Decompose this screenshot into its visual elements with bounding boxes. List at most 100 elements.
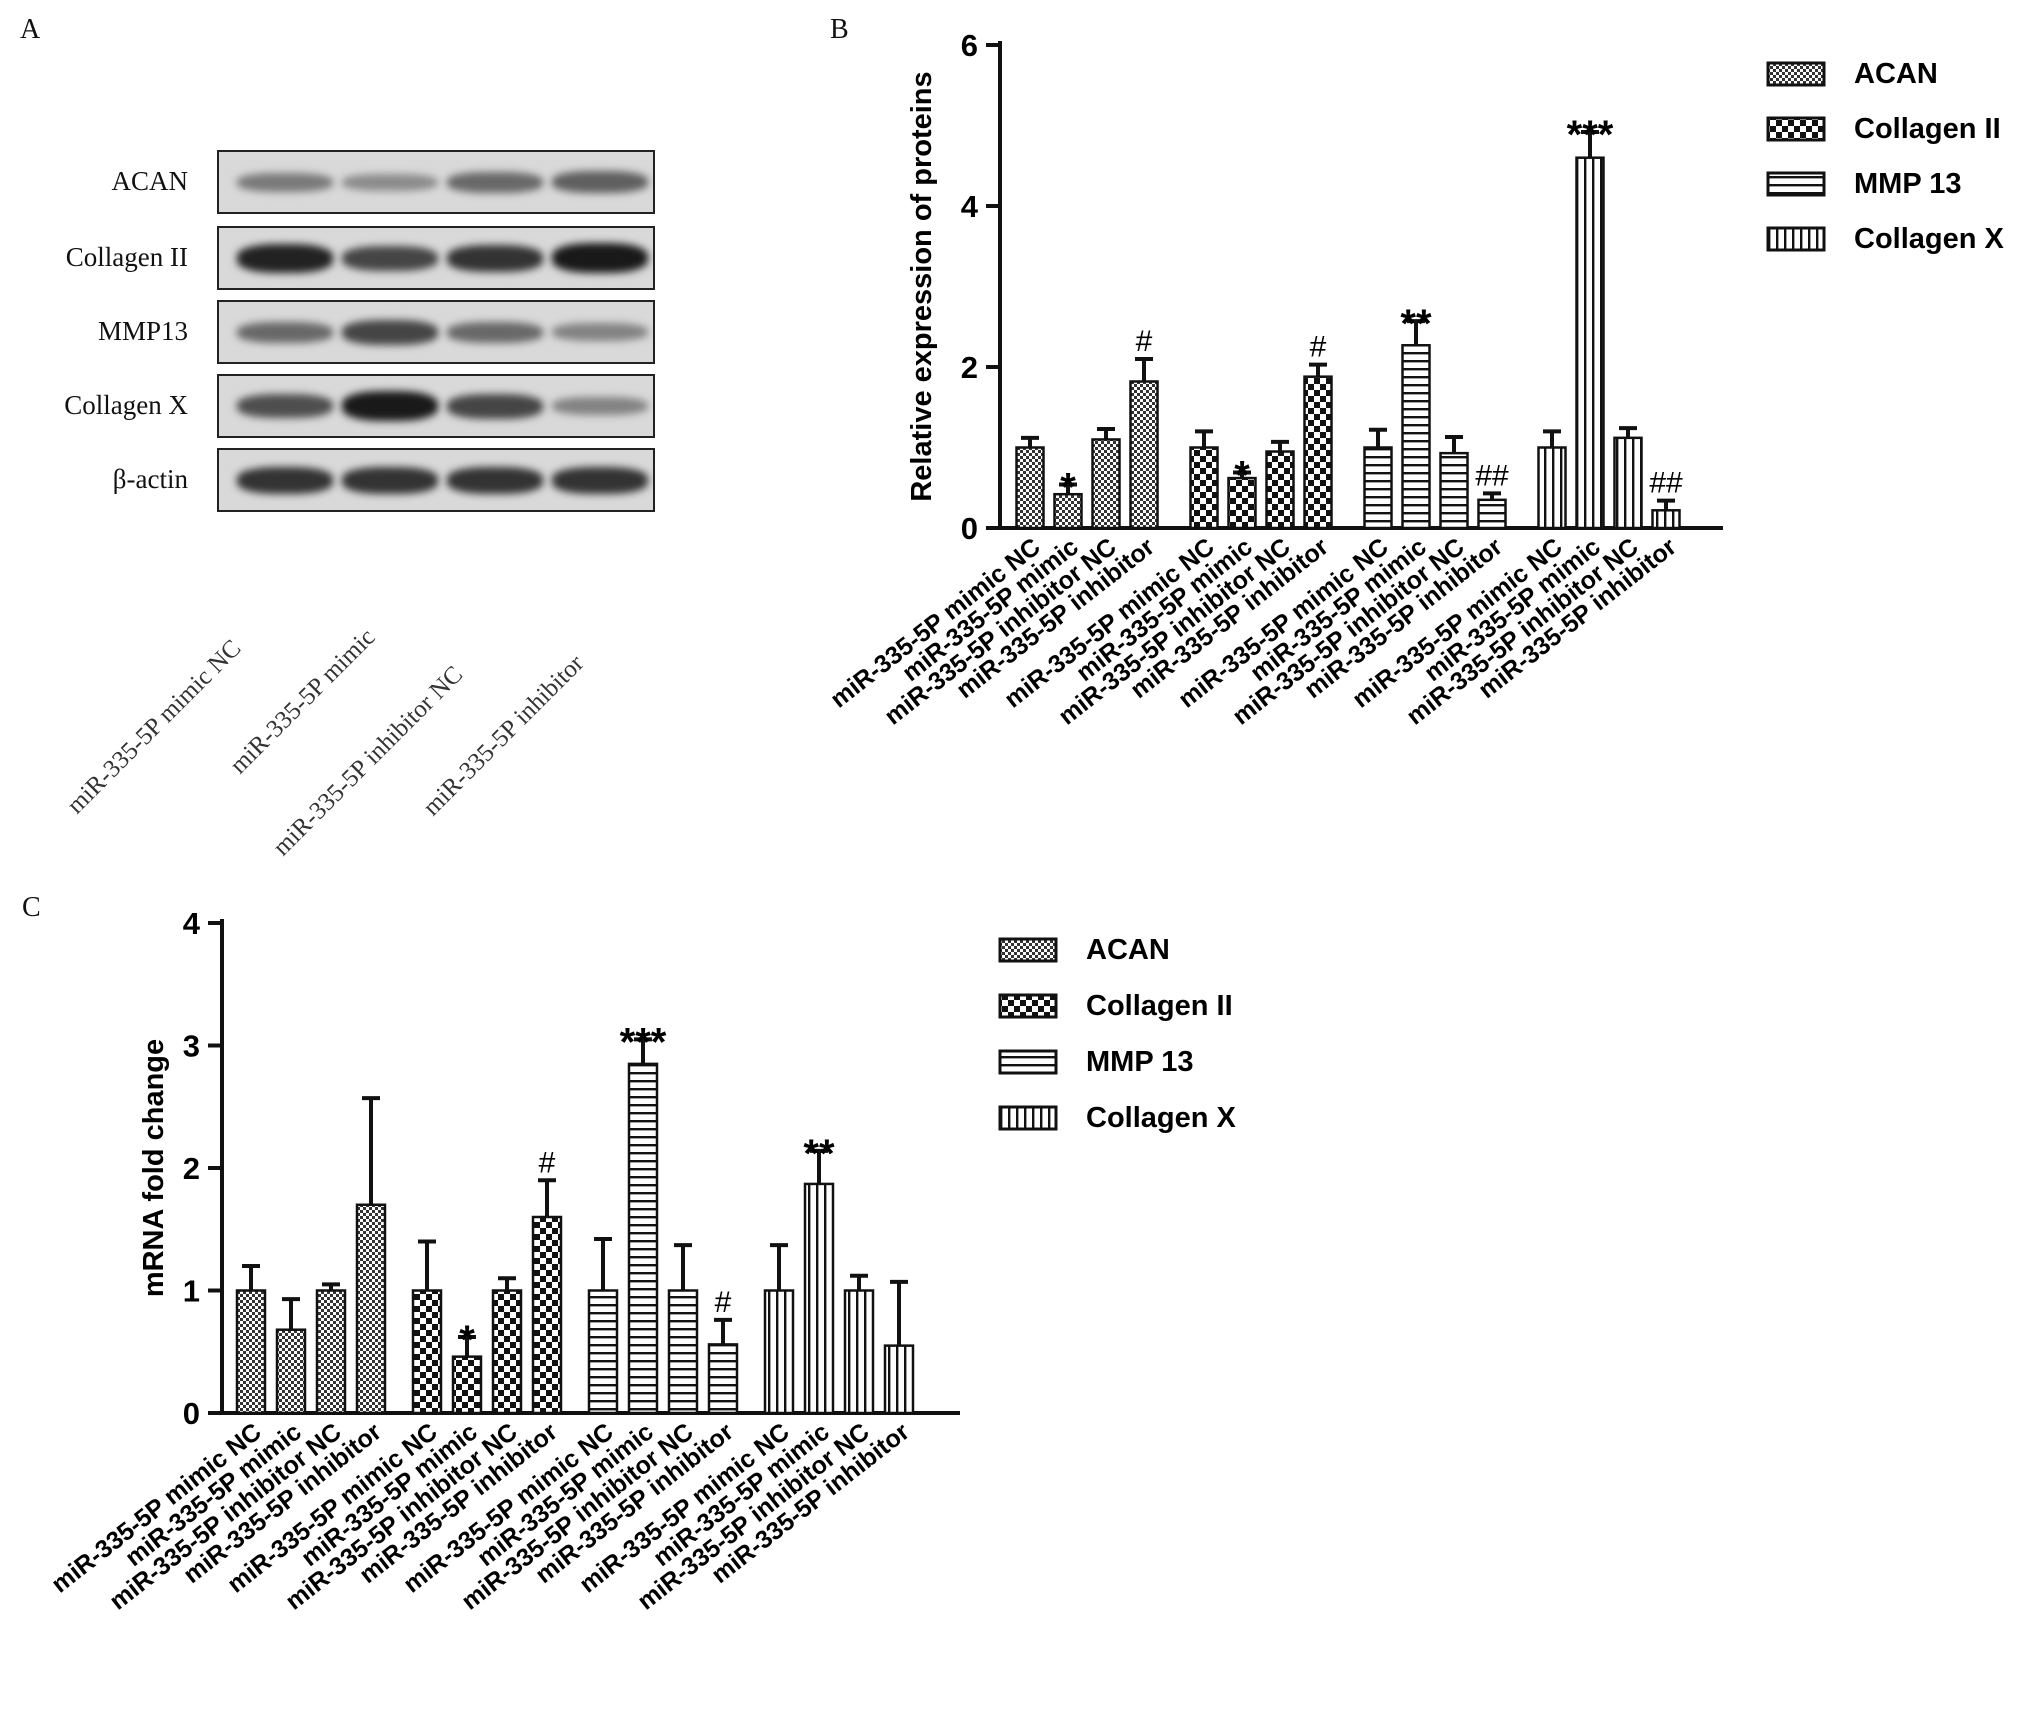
legend-swatch (998, 937, 1058, 963)
blot-band (236, 394, 333, 418)
bar (531, 1215, 563, 1415)
blot-band (446, 393, 544, 419)
legend-label: ACAN (1086, 934, 1170, 966)
y-tick-label: 2 (183, 1151, 200, 1186)
bar (627, 1062, 659, 1415)
y-tick-label: 3 (183, 1029, 200, 1064)
blot-band (551, 466, 649, 494)
blot-band (341, 245, 438, 271)
significance-label: ** (1400, 302, 1432, 346)
y-tick-label: 1 (183, 1274, 200, 1309)
legend-swatch (1766, 226, 1826, 252)
bar (843, 1289, 875, 1415)
bar (883, 1344, 915, 1415)
blot-band (446, 244, 544, 272)
blot-row-image (217, 374, 655, 438)
bar (1477, 498, 1507, 530)
blot-band (446, 466, 544, 494)
bar (1303, 375, 1333, 530)
bar (707, 1343, 739, 1415)
panel-c-letter: C (22, 892, 41, 923)
bar (1613, 436, 1643, 530)
y-tick-label: 2 (961, 350, 978, 385)
bar (1439, 451, 1469, 530)
y-axis-title: Relative expression of proteins (906, 71, 938, 501)
blot-band (446, 321, 544, 343)
legend-label: ACAN (1854, 58, 1938, 90)
bar (763, 1289, 795, 1415)
bar (1651, 509, 1681, 530)
y-tick-label: 0 (961, 511, 978, 546)
blot-row-label: Collagen II (65, 242, 188, 272)
bar (1537, 446, 1567, 530)
blot-band (341, 391, 438, 421)
blot-band (236, 466, 333, 494)
blot-row-label: β-actin (112, 464, 188, 494)
blot-band (446, 171, 544, 193)
legend-swatch (1766, 116, 1826, 142)
bar (587, 1289, 619, 1415)
legend-swatch (998, 993, 1058, 1019)
blot-band (341, 319, 438, 345)
bar (491, 1289, 523, 1415)
significance-label: ## (1475, 459, 1509, 492)
panel-a-letter: A (20, 14, 41, 45)
y-tick-label: 6 (961, 28, 978, 63)
blot-band (236, 321, 333, 343)
significance-label: ## (1649, 467, 1683, 500)
legend-swatch (1766, 171, 1826, 197)
blot-row-image (217, 300, 655, 364)
bar (1227, 476, 1257, 530)
significance-label: # (715, 1286, 732, 1319)
bar (355, 1203, 387, 1415)
blot-row-image (217, 150, 655, 214)
y-tick-label: 4 (961, 189, 979, 224)
bar (803, 1182, 835, 1415)
legend-label: MMP 13 (1086, 1046, 1193, 1078)
bar (235, 1289, 267, 1415)
y-axis-title: mRNA fold change (138, 1039, 170, 1297)
significance-label: *** (620, 1020, 667, 1064)
bar (1189, 446, 1219, 530)
bar (1053, 492, 1083, 530)
legend-label: Collagen II (1854, 113, 2001, 145)
blot-band (236, 172, 333, 192)
y-tick-label: 4 (183, 906, 201, 941)
legend-swatch (998, 1049, 1058, 1075)
bar (1129, 380, 1159, 530)
significance-label: * (1234, 453, 1250, 497)
bar (1401, 344, 1431, 530)
blot-band (341, 466, 438, 494)
legend-swatch (998, 1105, 1058, 1131)
legend-swatch (1766, 61, 1826, 87)
significance-label: # (1136, 325, 1153, 358)
significance-label: # (539, 1146, 556, 1179)
bar (275, 1328, 307, 1415)
bar (451, 1355, 483, 1415)
panel-b-letter: B (830, 14, 849, 45)
significance-label: * (1060, 466, 1076, 510)
legend-label: Collagen X (1854, 223, 2005, 255)
blot-band (551, 323, 649, 341)
bar (411, 1289, 443, 1415)
blot-band (551, 171, 649, 193)
bar (1091, 438, 1121, 530)
blot-band (551, 243, 649, 273)
significance-label: *** (1567, 113, 1614, 157)
bar (1363, 446, 1393, 530)
bar (1265, 450, 1295, 530)
blot-row-label: MMP13 (97, 316, 188, 346)
bar (315, 1289, 347, 1415)
blot-band (551, 397, 649, 415)
blot-row-image (217, 226, 655, 290)
y-tick-label: 0 (183, 1396, 200, 1431)
legend-label: Collagen X (1086, 1102, 1237, 1134)
bar (667, 1289, 699, 1415)
blot-row-image (217, 448, 655, 512)
blot-band (236, 243, 333, 273)
legend-label: MMP 13 (1854, 168, 1961, 200)
significance-label: # (1310, 331, 1327, 364)
bar (1015, 446, 1045, 530)
